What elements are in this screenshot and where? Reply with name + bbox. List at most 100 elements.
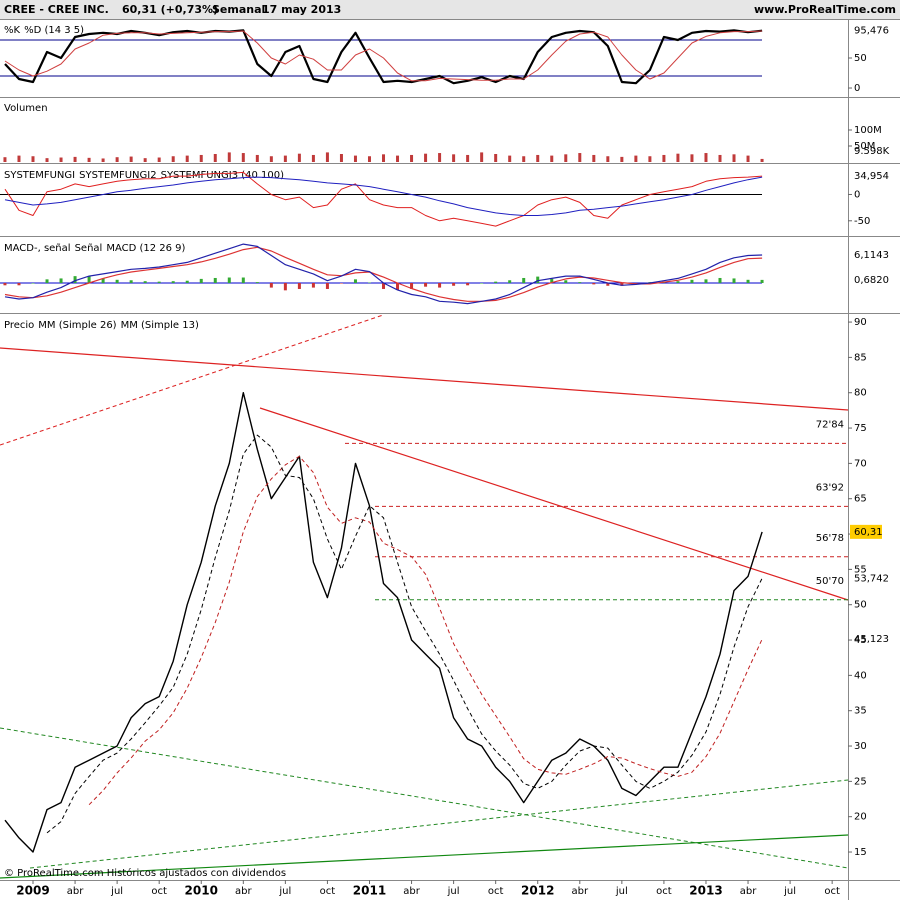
bar [438, 153, 442, 162]
bar [480, 152, 484, 162]
bar [213, 154, 217, 162]
bar [339, 154, 343, 162]
bar [339, 283, 343, 284]
bar [522, 156, 526, 162]
bar [101, 158, 105, 162]
bar [185, 280, 189, 284]
bar [382, 154, 386, 162]
bar [3, 283, 7, 286]
bar [634, 155, 638, 162]
symbol: CREE - CREE INC. [4, 3, 109, 16]
bar [564, 154, 568, 162]
y-tick-label: 20 [854, 812, 867, 823]
bar [522, 277, 526, 284]
bar [536, 276, 540, 284]
y-tick-label: 35 [854, 706, 867, 717]
bar [732, 278, 736, 284]
bar [676, 153, 680, 162]
bar [760, 158, 764, 162]
bar [424, 153, 428, 162]
legend-entry: MM (Simple 13) [121, 320, 199, 331]
bar [73, 276, 77, 284]
legend-entry: MACD (12 26 9) [106, 243, 185, 254]
x-tick-label: jul [447, 886, 460, 897]
legend-entry: Precio [4, 320, 34, 331]
bar [199, 154, 203, 162]
bar [115, 279, 119, 284]
x-tick-label: abr [740, 886, 757, 897]
level-label: 63'92 [816, 482, 844, 493]
quote: 60,31 (+0,73%) [122, 3, 218, 16]
bar [578, 153, 582, 162]
x-tick-label: 2013 [689, 884, 722, 898]
legend-entry: MACD-, señal [4, 243, 71, 254]
x-tick-label: oct [656, 886, 672, 897]
header-bar [0, 0, 900, 19]
bar [620, 156, 624, 162]
y-tick-label: 45 [854, 635, 867, 646]
bar [115, 157, 119, 162]
bar [746, 279, 750, 284]
series-line [4, 243, 763, 305]
bar [704, 153, 708, 162]
x-tick-label: oct [320, 886, 336, 897]
bar [508, 155, 512, 162]
bar [143, 158, 147, 162]
bar [87, 157, 91, 162]
y-tick-label: 0 [854, 83, 860, 94]
y-tick-label: 15 [854, 847, 867, 858]
x-tick-label: 2009 [16, 884, 49, 898]
x-tick-label: 2011 [353, 884, 386, 898]
panel-title: Volumen [4, 103, 48, 114]
last-label: 53,742 [854, 573, 889, 584]
series-line [4, 29, 763, 85]
bar [466, 283, 470, 286]
last-label: 34,954 [854, 171, 889, 182]
bar [129, 156, 133, 162]
x-tick-label: 2010 [185, 884, 218, 898]
legend-entry: %K [4, 25, 21, 36]
y-tick-label: 0 [854, 189, 860, 200]
bar [283, 155, 287, 162]
bar [760, 279, 764, 284]
y-tick-label: 80 [854, 388, 867, 399]
series-line [46, 434, 763, 834]
bar [129, 280, 133, 284]
bar [101, 278, 105, 284]
bar [31, 283, 35, 284]
bar [704, 279, 708, 284]
x-tick-label: abr [403, 886, 420, 897]
bar [59, 278, 63, 284]
bar [690, 154, 694, 162]
bar [690, 279, 694, 284]
bar [676, 281, 680, 284]
legend-entry: SYSTEMFUNGI2 [79, 170, 156, 181]
bar [494, 154, 498, 162]
bar [353, 279, 357, 284]
bar [87, 276, 91, 284]
x-tick-label: oct [488, 886, 504, 897]
period: Semanal [212, 3, 265, 16]
bar [410, 154, 414, 162]
last-label: 60,31 [854, 527, 883, 538]
bar [550, 278, 554, 284]
bar [367, 282, 371, 284]
bar [171, 156, 175, 162]
current-value: 9.598K [854, 146, 890, 157]
y-tick-label: 50 [854, 600, 867, 611]
bar [578, 282, 582, 284]
bar [452, 154, 456, 162]
y-tick-label: 30 [854, 741, 867, 752]
date: 17 may 2013 [262, 3, 341, 16]
bar [255, 154, 259, 162]
x-tick-label: oct [151, 886, 167, 897]
bar [662, 154, 666, 162]
y-tick-label: 70 [854, 458, 867, 469]
bar [732, 154, 736, 162]
level-label: 56'78 [816, 533, 844, 544]
bar [269, 283, 273, 288]
site: www.ProRealTime.com [754, 3, 896, 16]
bar [59, 157, 63, 162]
y-tick-label: 65 [854, 494, 867, 505]
